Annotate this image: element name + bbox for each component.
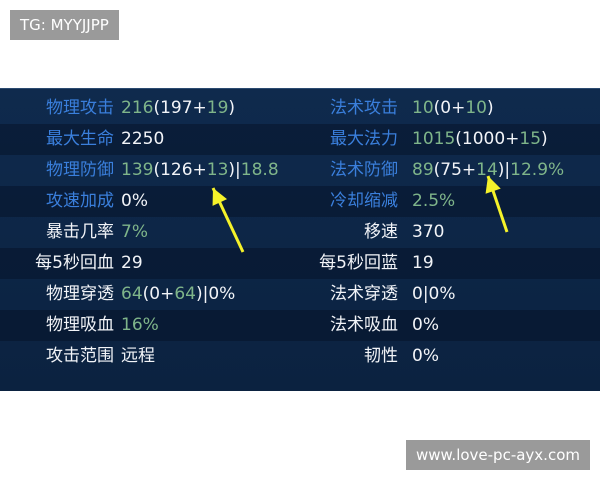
stat-value-part: 16% [121, 315, 159, 335]
stat-value: 16% [121, 310, 159, 341]
stat-value-part: 139 [121, 160, 154, 180]
stat-row: 物理吸血 16% 法术吸血 0% [0, 310, 600, 341]
watermark-top: TG: MYYJJPP [10, 10, 119, 40]
stat-value-part: (197+ [153, 98, 207, 118]
stat-label: 攻击范围 [46, 346, 114, 366]
stat-value: 0% [412, 310, 439, 341]
stat-value: 370 [412, 217, 444, 248]
stat-value-part: 64 [174, 284, 196, 304]
yellow-arrow-icon [211, 187, 245, 253]
stat-label: 法术防御 [330, 160, 398, 180]
stat-value: 29 [121, 248, 143, 279]
stat-row: 物理攻击 216(197+19) 法术攻击 10(0+10) [0, 93, 600, 124]
stat-value-part: 370 [412, 222, 445, 242]
stat-value: 远程 [121, 341, 155, 372]
stat-row: 物理穿透 64(0+64)|0% 法术穿透 0|0% [0, 279, 600, 310]
stat-value: 10(0+10) [412, 93, 494, 124]
stat-value: 2.5% [412, 186, 455, 217]
stat-label: 法术吸血 [330, 315, 398, 335]
stat-value: 7% [121, 217, 148, 248]
stat-row: 物理防御 139(126+13)|18.8 法术防御 89(75+14)|12.9% [0, 155, 600, 186]
stat-value-part: 10 [465, 98, 487, 118]
yellow-arrow-icon [485, 175, 509, 233]
stat-value-part: )| [228, 160, 241, 180]
stat-value: 139(126+13)|18.8 [121, 155, 279, 186]
stat-value-part: (0+ [433, 98, 466, 118]
stat-value-part: 2250 [121, 129, 165, 149]
stat-value: 19 [412, 248, 434, 279]
stat-value-part: 18.8 [240, 160, 279, 180]
stat-label: 法术穿透 [330, 284, 398, 304]
stat-value-part: 远程 [121, 346, 155, 366]
stat-value-part: ) [541, 129, 548, 149]
stat-value-part: 29 [121, 253, 143, 273]
stat-value-part: 7% [121, 222, 148, 242]
stat-value-part: 216 [121, 98, 154, 118]
stat-value-part: (0+ [142, 284, 175, 304]
stat-value-part: 89 [412, 160, 434, 180]
stat-label: 暴击几率 [46, 222, 114, 242]
stat-value-part: 1015 [412, 129, 456, 149]
stat-value-part: 12.9% [510, 160, 565, 180]
stat-value-part: 0% [412, 315, 439, 335]
stat-value: 89(75+14)|12.9% [412, 155, 564, 186]
stat-value-part: 0|0% [412, 284, 456, 304]
stat-value-part: )|0% [195, 284, 236, 304]
stat-label: 物理穿透 [46, 284, 114, 304]
stat-value: 0% [412, 341, 439, 372]
stat-label: 韧性 [364, 346, 398, 366]
stat-label: 法术攻击 [330, 98, 398, 118]
stat-value-part: (1000+ [455, 129, 520, 149]
stat-label: 移速 [364, 222, 398, 242]
stat-label: 物理防御 [46, 160, 114, 180]
stat-row: 每5秒回血 29 每5秒回蓝 19 [0, 248, 600, 279]
stat-label: 最大生命 [46, 129, 114, 149]
watermark-bottom: www.love-pc-ayx.com [406, 440, 590, 470]
stat-label: 最大法力 [330, 129, 398, 149]
stat-value-part: 19 [206, 98, 229, 118]
stat-value-part: 64 [121, 284, 143, 304]
stat-value: 64(0+64)|0% [121, 279, 235, 310]
stat-value-part: 0% [412, 346, 439, 366]
stat-value-part: (75+ [433, 160, 477, 180]
stat-label: 攻速加成 [46, 191, 114, 211]
stat-value-part: 15 [519, 129, 542, 149]
stat-value: 2250 [121, 124, 164, 155]
stat-value-part: ) [228, 98, 236, 118]
stat-value: 1015(1000+15) [412, 124, 548, 155]
stat-value-part: 10 [412, 98, 434, 118]
stat-value-part: ) [486, 98, 494, 118]
stat-value: 0% [121, 186, 148, 217]
stat-label: 每5秒回蓝 [319, 253, 398, 273]
stat-value-part: 13 [206, 160, 229, 180]
stat-label: 每5秒回血 [35, 253, 114, 273]
hero-stats-panel: 物理攻击 216(197+19) 法术攻击 10(0+10) 最大生命 2250 最大法力 1… [0, 88, 600, 391]
stat-value-part: (126+ [153, 160, 207, 180]
stat-label: 物理吸血 [46, 315, 114, 335]
stat-value: 0|0% [412, 279, 456, 310]
stat-value-part: 2.5% [412, 191, 456, 211]
stat-label: 物理攻击 [46, 98, 114, 118]
stat-label: 冷却缩减 [330, 191, 398, 211]
stat-value-part: 0% [121, 191, 148, 211]
stat-row: 攻击范围 远程 韧性 0% [0, 341, 600, 372]
stat-row: 暴击几率 7% 移速 370 [0, 217, 600, 248]
stat-value-part: 14 [476, 160, 498, 180]
stat-row: 最大生命 2250 最大法力 1015(1000+15) [0, 124, 600, 155]
stat-value-part: )| [497, 160, 511, 180]
stat-value-part: 19 [412, 253, 434, 273]
stat-value: 216(197+19) [121, 93, 235, 124]
